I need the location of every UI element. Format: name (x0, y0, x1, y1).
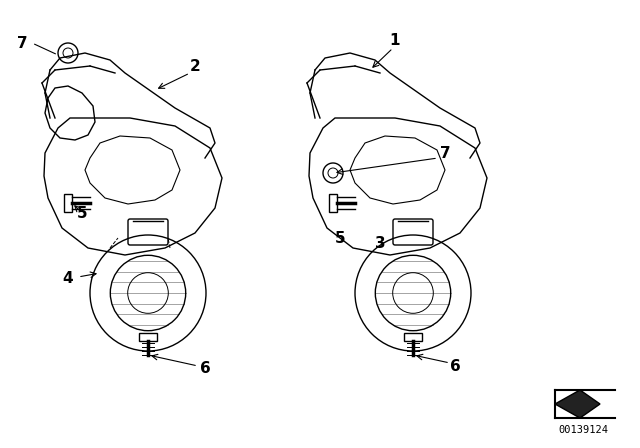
Text: 3: 3 (374, 236, 385, 250)
Text: 00139124: 00139124 (558, 425, 608, 435)
Text: 1: 1 (390, 33, 400, 47)
Text: 4: 4 (63, 271, 74, 285)
Polygon shape (555, 390, 600, 418)
Text: 7: 7 (17, 35, 28, 51)
Text: 7: 7 (440, 146, 451, 160)
Text: 5: 5 (335, 231, 346, 246)
Text: 2: 2 (189, 59, 200, 73)
Text: 5: 5 (77, 206, 87, 220)
Text: 6: 6 (200, 361, 211, 375)
Text: 6: 6 (450, 358, 460, 374)
